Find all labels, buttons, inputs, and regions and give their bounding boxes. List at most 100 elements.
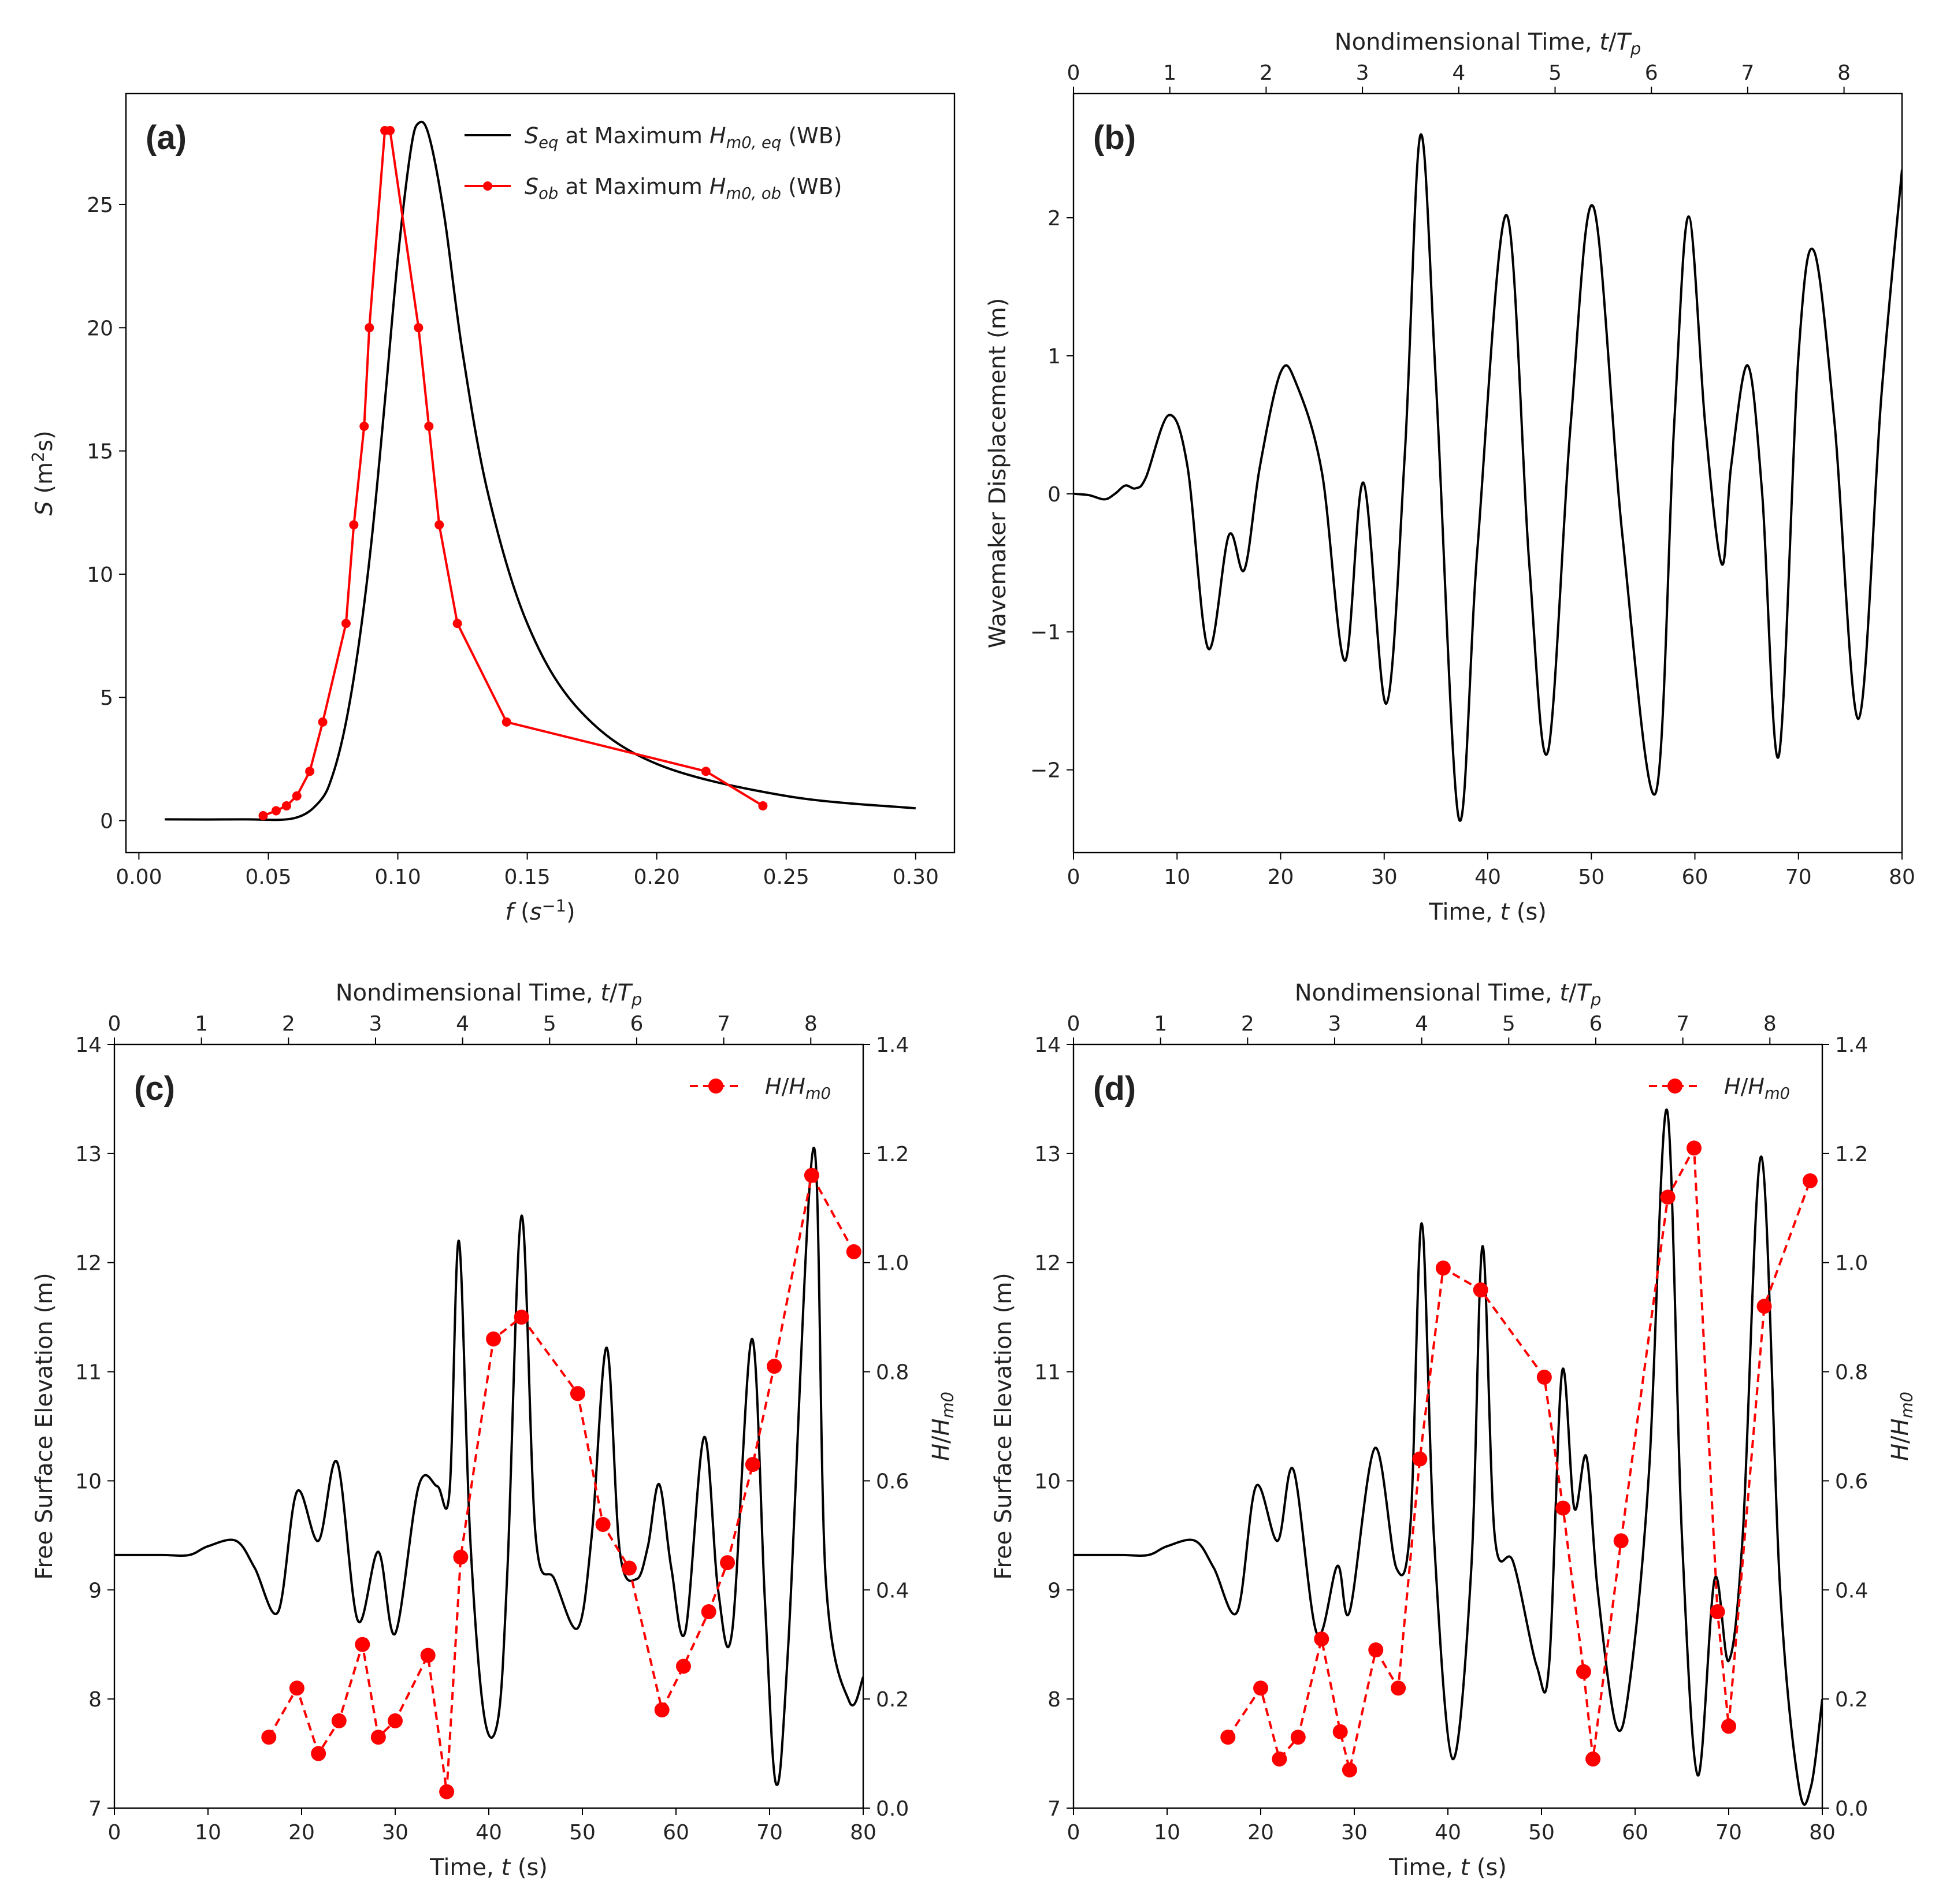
x2-tick-label: 2 xyxy=(1241,1012,1254,1036)
y2-tick-label: 0.0 xyxy=(876,1797,909,1821)
data-point xyxy=(804,1167,819,1183)
x2-tick-label: 8 xyxy=(1837,61,1851,85)
y2-tick-label: 0.8 xyxy=(1835,1361,1868,1385)
data-point xyxy=(1435,1260,1451,1276)
data-point xyxy=(359,421,369,431)
x-tick-label: 20 xyxy=(1268,865,1294,889)
data-point xyxy=(261,1730,277,1745)
data-point xyxy=(1576,1664,1591,1679)
series-line-1 xyxy=(1073,1109,1822,1806)
y-tick-label: 0 xyxy=(100,810,113,834)
y2-axis-label: H/Hm0 xyxy=(928,1392,957,1461)
x-tick-label: 20 xyxy=(1247,1821,1274,1844)
y2-tick-label: 0.4 xyxy=(876,1579,909,1602)
x-tick-label: 0.00 xyxy=(116,865,162,889)
x-axis-label: f (s−1) xyxy=(505,896,575,925)
y2-tick-label: 0.2 xyxy=(1835,1688,1868,1712)
plot-frame xyxy=(1072,92,1903,854)
plot-frame xyxy=(113,1043,864,1809)
y-axis-label: Free Surface Elevation (m) xyxy=(990,1273,1017,1579)
y-tick-label: 25 xyxy=(87,194,113,217)
data-point xyxy=(502,717,511,727)
x2-tick-label: 8 xyxy=(804,1012,818,1036)
data-point xyxy=(1802,1173,1818,1189)
x2-tick-label: 3 xyxy=(1356,61,1369,85)
data-point xyxy=(1721,1719,1736,1734)
x-axis-label: Time, t (s) xyxy=(429,1854,548,1881)
y-tick-label: −1 xyxy=(1030,621,1061,645)
data-point xyxy=(1687,1140,1702,1156)
panel-label: (b) xyxy=(1093,119,1136,157)
legend-marker xyxy=(1667,1079,1682,1094)
x-axis-label: Time, t (s) xyxy=(1428,899,1547,925)
y-tick-label: 15 xyxy=(87,440,113,464)
y-tick-label: 0 xyxy=(1047,483,1061,507)
x-tick-label: 0 xyxy=(108,1821,121,1844)
x2-tick-label: 0 xyxy=(1067,1012,1080,1036)
data-point xyxy=(701,767,711,776)
x2-tick-label: 1 xyxy=(1154,1012,1167,1036)
data-point xyxy=(1332,1724,1348,1739)
y-tick-label: 13 xyxy=(75,1143,102,1166)
x2-axis-label: Nondimensional Time, t/Tp xyxy=(336,980,642,1009)
data-point xyxy=(1710,1604,1725,1620)
data-point xyxy=(1314,1631,1329,1647)
x2-tick-label: 2 xyxy=(1260,61,1273,85)
legend-label: Sob at Maximum Hm0, ob (WB) xyxy=(525,174,842,203)
x-tick-label: 80 xyxy=(1809,1821,1836,1844)
series-line-1 xyxy=(1073,133,1902,822)
panel-d: 0 10 20 30 40 50 60 70 8078910111213140.00.20.40… xyxy=(990,980,1916,1881)
y2-axis-label: H/Hm0 xyxy=(1887,1392,1916,1461)
y-axis-label: Free Surface Elevation (m) xyxy=(31,1273,58,1579)
x-tick-label: 70 xyxy=(756,1821,783,1844)
x-tick-label: 10 xyxy=(195,1821,221,1844)
y2-tick-label: 0.0 xyxy=(1835,1797,1868,1821)
data-point xyxy=(1253,1680,1268,1696)
y-tick-label: 8 xyxy=(88,1688,102,1712)
x2-tick-label: 5 xyxy=(1548,61,1562,85)
y-tick-label: 9 xyxy=(1047,1579,1061,1602)
data-point xyxy=(289,1680,304,1696)
series-line-2 xyxy=(1227,1147,1811,1771)
data-point xyxy=(745,1457,760,1472)
legend-label: Seq at Maximum Hm0, eq (WB) xyxy=(525,123,842,152)
data-point xyxy=(355,1637,370,1652)
data-point xyxy=(1585,1751,1601,1767)
data-point xyxy=(1555,1500,1571,1516)
x-tick-label: 30 xyxy=(382,1821,408,1844)
x2-tick-label: 4 xyxy=(1452,61,1465,85)
y-tick-label: 12 xyxy=(1034,1252,1061,1275)
x-tick-label: 30 xyxy=(1371,865,1398,889)
x-tick-label: 40 xyxy=(1435,1821,1461,1844)
x-tick-label: 0 xyxy=(1067,1821,1080,1844)
data-point xyxy=(414,323,424,333)
data-point xyxy=(1756,1299,1772,1314)
y-tick-label: 10 xyxy=(75,1470,102,1493)
series-line-1 xyxy=(165,120,916,821)
data-point xyxy=(758,801,768,810)
x-tick-label: 0.05 xyxy=(245,865,291,889)
data-point xyxy=(365,323,374,333)
y-tick-label: 10 xyxy=(1034,1470,1061,1493)
x2-tick-label: 3 xyxy=(369,1012,382,1036)
x-tick-label: 50 xyxy=(1578,865,1604,889)
x-tick-label: 50 xyxy=(1528,1821,1555,1844)
legend: H/Hm0 xyxy=(1649,1074,1790,1103)
x-tick-label: 30 xyxy=(1341,1821,1368,1844)
x-tick-label: 70 xyxy=(1785,865,1812,889)
data-point xyxy=(292,791,302,801)
data-point xyxy=(675,1658,691,1674)
y2-tick-label: 1.0 xyxy=(1835,1252,1868,1275)
y-tick-label: 5 xyxy=(100,686,113,710)
x-tick-label: 70 xyxy=(1715,1821,1742,1844)
y2-tick-label: 0.4 xyxy=(1835,1579,1868,1602)
data-point xyxy=(701,1604,716,1620)
y-tick-label: 13 xyxy=(1034,1143,1061,1166)
y-tick-label: 2 xyxy=(1047,207,1061,230)
x2-tick-label: 4 xyxy=(456,1012,469,1036)
data-point xyxy=(349,520,359,530)
data-point xyxy=(331,1713,347,1728)
x2-tick-label: 4 xyxy=(1415,1012,1428,1036)
y2-tick-label: 1.4 xyxy=(876,1033,909,1057)
